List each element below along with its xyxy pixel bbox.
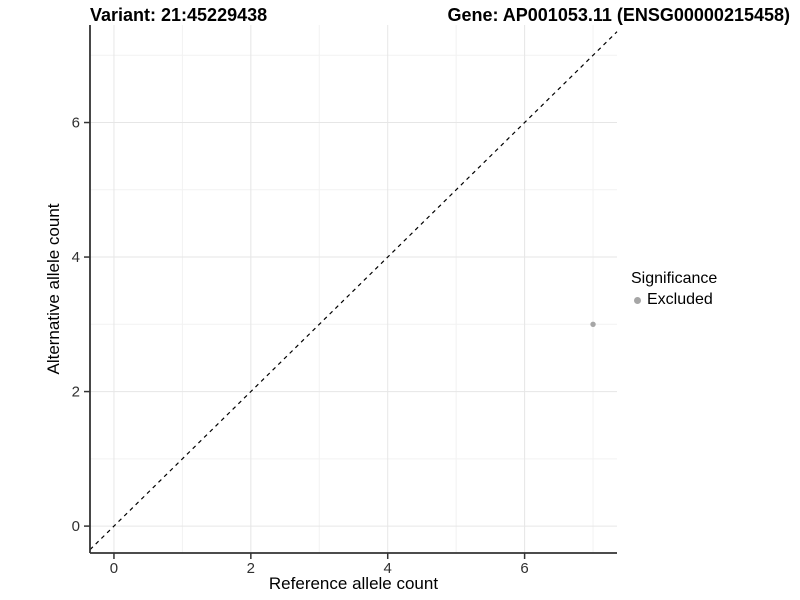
legend-marker-circle-icon (634, 296, 641, 304)
plot-title-variant: Variant: 21:45229438 (90, 5, 268, 25)
x-tick-label: 6 (520, 560, 528, 577)
y-tick-label: 4 (72, 249, 80, 266)
y-axis-title: Alternative allele count (44, 203, 63, 375)
data-point (590, 321, 596, 328)
x-tick-label: 2 (247, 560, 255, 577)
x-tick-label: 4 (384, 560, 392, 577)
legend-entry-label: Excluded (647, 291, 713, 308)
x-axis-title: Reference allele count (268, 574, 439, 593)
y-tick-label: 6 (72, 115, 80, 132)
legend-title: Significance (631, 270, 718, 287)
legend-entry-excluded: Excluded (631, 291, 717, 309)
y-tick-label: 0 (72, 518, 80, 535)
identity-line (89, 31, 618, 551)
plot-title-gene: Gene: AP001053.11 (ENSG00000215458) (447, 5, 790, 25)
y-tick-label: 2 (72, 384, 80, 401)
legend: Significance Excluded (631, 270, 717, 309)
x-tick-label: 0 (110, 560, 118, 577)
